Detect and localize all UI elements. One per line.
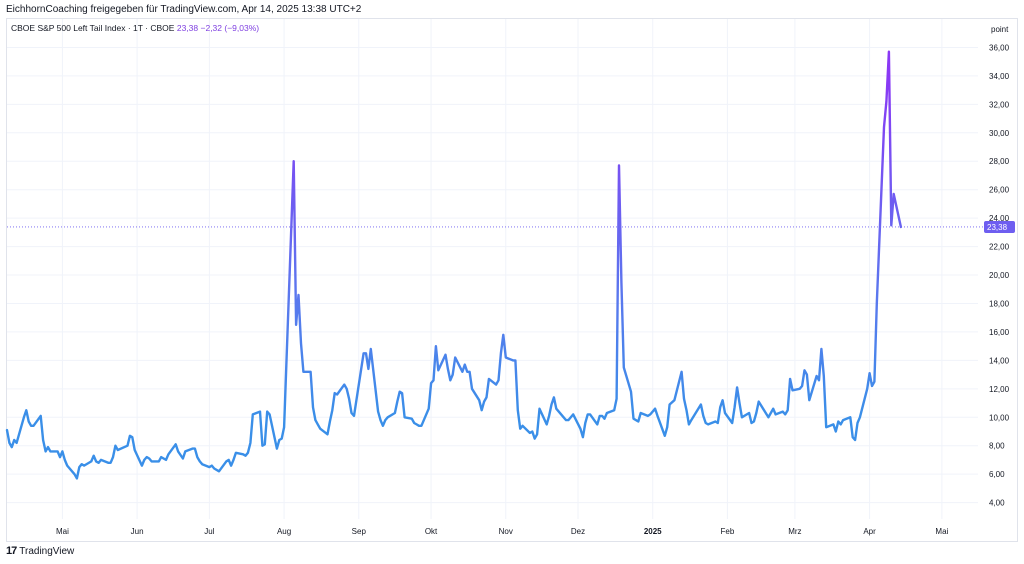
x-tick-label: Jun xyxy=(131,527,144,536)
y-tick-label: 34,00 xyxy=(989,72,1010,81)
x-tick-label: Mai xyxy=(935,527,948,536)
y-tick-label: 14,00 xyxy=(989,356,1010,365)
y-tick-label: 36,00 xyxy=(989,43,1010,52)
x-tick-label: Apr xyxy=(863,527,876,536)
last-value: 23,38 xyxy=(176,23,199,33)
x-tick-label: Okt xyxy=(425,527,438,536)
y-tick-label: 8,00 xyxy=(989,442,1005,451)
x-tick-label: Aug xyxy=(277,527,291,536)
y-tick-label: 32,00 xyxy=(989,100,1010,109)
y-tick-label: 12,00 xyxy=(989,385,1010,394)
x-tick-label: Feb xyxy=(721,527,735,536)
y-tick-label: 16,00 xyxy=(989,328,1010,337)
y-axis-unit-label: point xyxy=(991,25,1009,34)
symbol-legend[interactable]: CBOE S&P 500 Left Tail Index · 1T · CBOE… xyxy=(11,23,259,33)
tradingview-logo[interactable]: 17 TradingView xyxy=(6,545,74,557)
symbol-name: CBOE S&P 500 Left Tail Index · 1T · CBOE xyxy=(11,23,175,33)
x-tick-label: Mai xyxy=(56,527,69,536)
last-price-tag xyxy=(984,220,1015,233)
x-tick-label: 2025 xyxy=(644,527,662,536)
y-tick-label: 6,00 xyxy=(989,470,1005,479)
y-tick-label: 26,00 xyxy=(989,186,1010,195)
tradingview-logo-text: TradingView xyxy=(19,545,75,557)
chart-frame xyxy=(6,18,1018,542)
series-line xyxy=(5,50,903,480)
y-tick-label: 22,00 xyxy=(989,243,1010,252)
tradingview-logo-icon: 17 xyxy=(6,545,17,557)
x-tick-label: Dez xyxy=(571,527,585,536)
y-tick-label: 4,00 xyxy=(989,499,1005,508)
y-tick-label: 18,00 xyxy=(989,299,1010,308)
x-tick-label: Nov xyxy=(499,527,513,536)
x-tick-label: Jul xyxy=(204,527,214,536)
x-tick-label: Sep xyxy=(352,527,367,536)
y-tick-label: 28,00 xyxy=(989,157,1010,166)
last-price-label: 23,38 xyxy=(987,223,1008,232)
y-tick-label: 10,00 xyxy=(989,413,1010,422)
y-tick-label: 30,00 xyxy=(989,129,1010,138)
y-tick-label: 24,00 xyxy=(989,214,1010,223)
x-tick-label: Mrz xyxy=(788,527,801,536)
change-value: −2,32 (−9,03%) xyxy=(200,23,260,33)
share-header: EichhornCoaching freigegeben für Trading… xyxy=(6,4,362,15)
y-tick-label: 20,00 xyxy=(989,271,1010,280)
